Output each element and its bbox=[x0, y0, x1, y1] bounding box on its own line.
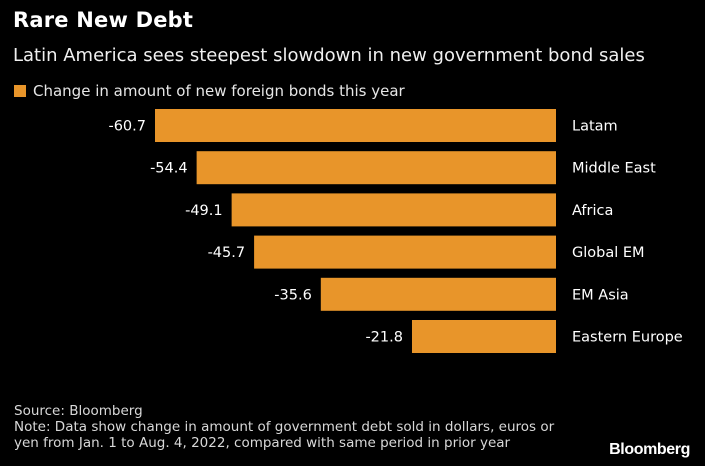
legend-label: Change in amount of new foreign bonds th… bbox=[33, 82, 405, 100]
note-text-line-2: yen from Jan. 1 to Aug. 4, 2022, compare… bbox=[14, 435, 511, 451]
chart-footer: Source: Bloomberg Note: Data show change… bbox=[14, 403, 554, 451]
note-text-line-1: Note: Data show change in amount of gove… bbox=[14, 419, 555, 435]
bar-eastern-europe bbox=[411, 320, 556, 353]
legend: Change in amount of new foreign bonds th… bbox=[14, 82, 405, 100]
bar-latam bbox=[155, 109, 556, 142]
bar-value-label: -54.4 bbox=[150, 161, 188, 177]
bar-global-em bbox=[254, 235, 556, 269]
chart-title: Rare New Debt bbox=[13, 8, 194, 32]
bar-value-label: -45.7 bbox=[208, 245, 246, 261]
bar-value-label: -35.6 bbox=[274, 287, 312, 303]
category-label: Global EM bbox=[572, 245, 645, 261]
category-label: Africa bbox=[572, 203, 613, 219]
bar-africa bbox=[231, 193, 556, 227]
bloomberg-logo: Bloomberg bbox=[609, 441, 690, 458]
source-text: Source: Bloomberg bbox=[14, 403, 143, 419]
category-label: Eastern Europe bbox=[572, 330, 683, 346]
bar-value-label: -49.1 bbox=[185, 203, 223, 219]
category-label: Latam bbox=[572, 119, 618, 135]
bar-value-label: -60.7 bbox=[108, 119, 146, 135]
bar-em-asia bbox=[320, 277, 556, 311]
bar-value-label: -21.8 bbox=[365, 330, 403, 346]
category-label: EM Asia bbox=[572, 287, 629, 303]
legend-swatch bbox=[14, 85, 26, 97]
bar-middle-east bbox=[196, 151, 556, 185]
category-label: Middle East bbox=[572, 161, 656, 177]
chart-subtitle: Latin America sees steepest slowdown in … bbox=[13, 45, 645, 66]
bar-chart: -60.7 Latam -54.4 Middle East -49.1 Africa -45… bbox=[108, 109, 683, 353]
